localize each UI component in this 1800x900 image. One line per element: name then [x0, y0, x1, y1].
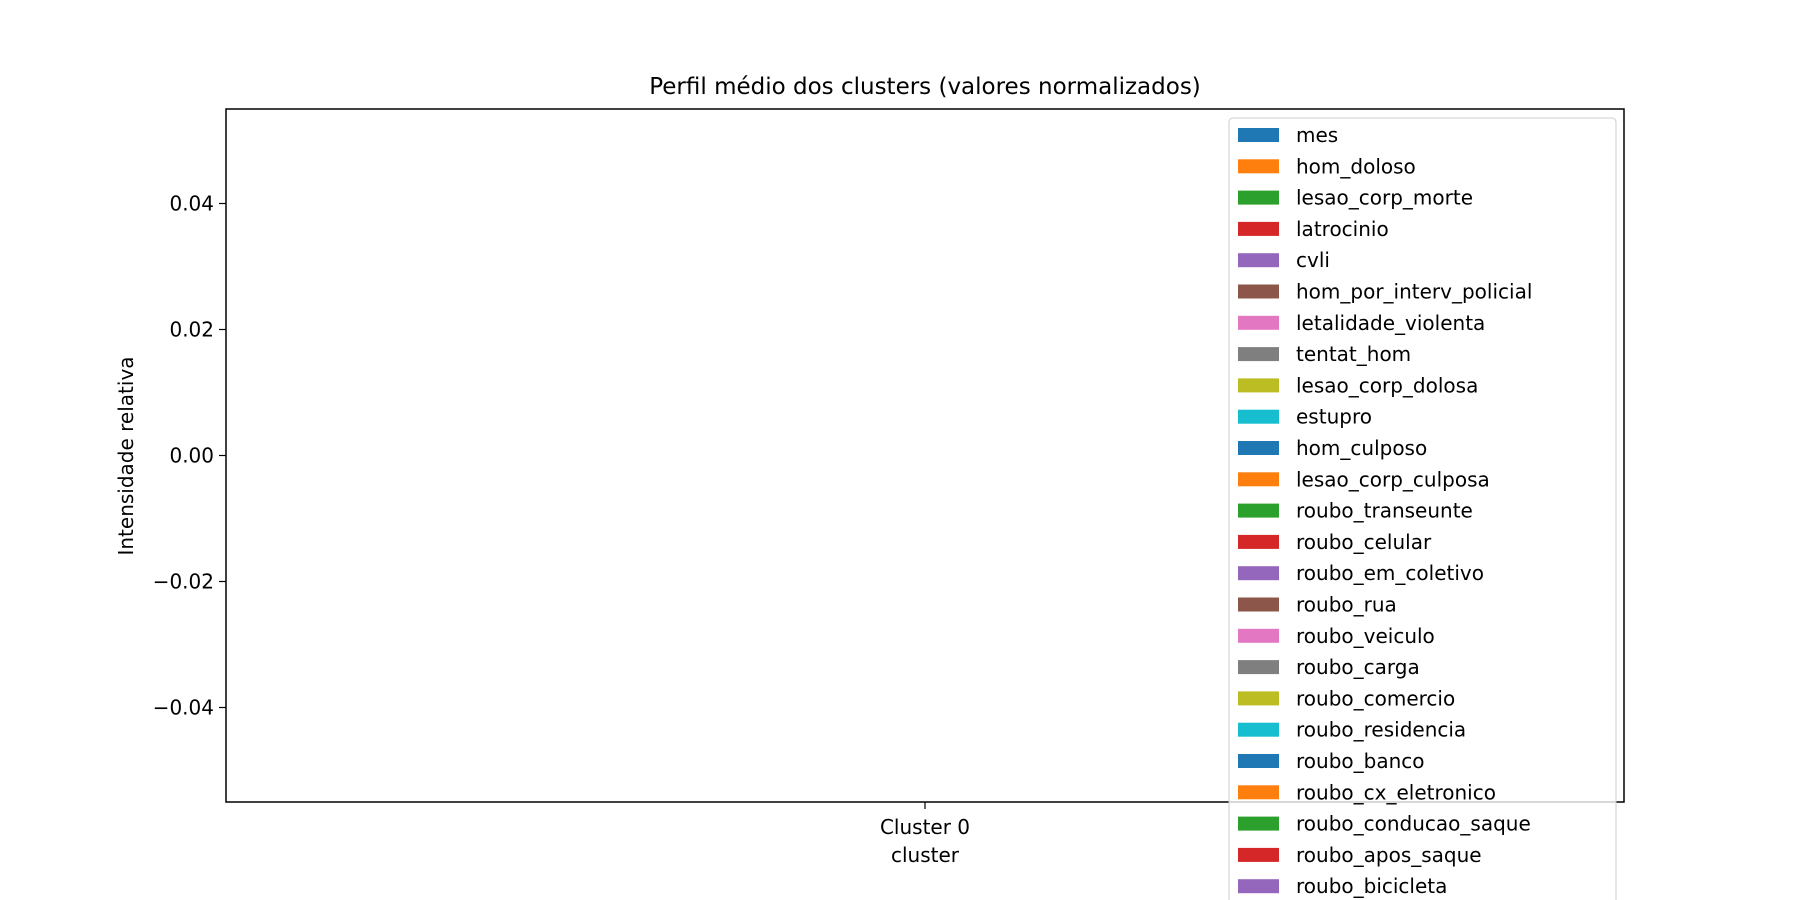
legend-label: hom_por_interv_policial — [1296, 280, 1532, 304]
x-tick-label: Cluster 0 — [880, 815, 970, 839]
legend-label: tentat_hom — [1296, 342, 1411, 366]
y-axis-label: Intensidade relativa — [114, 356, 138, 555]
legend-swatch — [1238, 847, 1279, 862]
legend-label: cvli — [1296, 248, 1330, 272]
legend-label: roubo_comercio — [1296, 686, 1455, 710]
x-axis-label: cluster — [891, 843, 960, 867]
y-tick-label: −0.02 — [153, 570, 214, 594]
legend-swatch — [1238, 347, 1279, 362]
legend-label: roubo_residencia — [1296, 718, 1466, 742]
legend-swatch — [1238, 879, 1279, 894]
legend-label: roubo_em_coletivo — [1296, 561, 1484, 585]
legend-swatch — [1238, 315, 1279, 330]
legend-label: letalidade_violenta — [1296, 311, 1485, 335]
legend-label: lesao_corp_dolosa — [1296, 373, 1478, 397]
legend-swatch — [1238, 660, 1279, 675]
y-tick-label: 0.04 — [169, 192, 214, 216]
legend-swatch — [1238, 566, 1279, 581]
y-tick-label: −0.04 — [153, 696, 214, 720]
legend-label: lesao_corp_morte — [1296, 186, 1473, 210]
legend: mes hom_doloso lesao_corp_morte latrocinio c… — [1228, 117, 1617, 900]
legend-label: roubo_cx_eletronico — [1296, 780, 1496, 804]
legend-swatch — [1238, 722, 1279, 737]
legend-label: roubo_apos_saque — [1296, 843, 1482, 867]
legend-label: lesao_corp_culposa — [1296, 467, 1490, 491]
legend-swatch — [1238, 816, 1279, 831]
legend-label: estupro — [1296, 405, 1372, 429]
legend-label: latrocinio — [1296, 217, 1389, 241]
legend-swatch — [1238, 221, 1279, 236]
y-tick-label: 0.02 — [169, 318, 214, 342]
legend-label: hom_doloso — [1296, 154, 1416, 178]
legend-label: roubo_conducao_saque — [1296, 812, 1531, 836]
legend-swatch — [1238, 472, 1279, 487]
legend-frame — [1228, 117, 1617, 900]
legend-swatch — [1238, 628, 1279, 643]
legend-swatch — [1238, 128, 1279, 142]
plot-area: 0.04 0.02 0.00 −0.02 −0.04 Cluster 0 — [153, 192, 970, 840]
legend-label: roubo_rua — [1296, 593, 1397, 617]
chart-title: Perfil médio dos clusters (valores norma… — [649, 74, 1201, 100]
legend-swatch — [1238, 441, 1279, 455]
y-tick-label: 0.00 — [169, 444, 214, 468]
legend-label: roubo_veiculo — [1296, 624, 1435, 648]
legend-swatch — [1238, 754, 1279, 768]
legend-label: roubo_bicicleta — [1296, 874, 1447, 898]
legend-label: hom_culposo — [1296, 436, 1427, 460]
legend-swatch — [1238, 691, 1279, 706]
axes-frame — [225, 108, 1625, 803]
legend-label: mes — [1296, 123, 1338, 147]
legend-swatch — [1238, 597, 1279, 612]
legend-label: roubo_carga — [1296, 655, 1420, 679]
legend-swatch — [1238, 190, 1279, 205]
legend-swatch — [1238, 378, 1279, 393]
legend-swatch — [1238, 159, 1279, 174]
legend-label: roubo_celular — [1296, 530, 1432, 554]
legend-swatch — [1238, 534, 1279, 549]
legend-label: roubo_transeunte — [1296, 499, 1473, 523]
legend-swatch — [1238, 785, 1279, 800]
legend-swatch — [1238, 503, 1279, 518]
legend-swatch — [1238, 409, 1279, 424]
legend-swatch — [1238, 284, 1279, 299]
legend-swatch — [1238, 253, 1279, 268]
legend-label: roubo_banco — [1296, 749, 1425, 773]
